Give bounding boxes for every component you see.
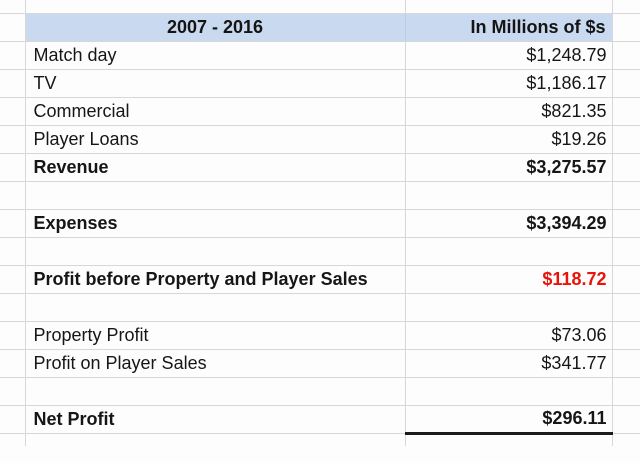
- gutter-cell: [0, 0, 26, 14]
- gutter-cell: [0, 377, 26, 406]
- empty-cell[interactable]: [25, 293, 406, 322]
- gutter-cell: [0, 153, 26, 182]
- value-cell[interactable]: $19.26: [405, 125, 613, 154]
- gutter-cell: [0, 97, 26, 126]
- gutter-cell: [612, 97, 640, 126]
- table-row-profit-before-sales: Profit before Property and Player Sales …: [0, 265, 640, 294]
- gutter-cell: [612, 293, 640, 322]
- gutter-cell: [612, 377, 640, 406]
- gutter-cell: [0, 69, 26, 98]
- gutter-cell: [0, 125, 26, 154]
- value-cell[interactable]: $3,275.57: [405, 153, 613, 182]
- table-row-profit-player-sales: Profit on Player Sales $341.77: [0, 349, 640, 378]
- empty-cell[interactable]: [25, 377, 406, 406]
- financial-table: 2007 - 2016 In Millions of $s Match day …: [0, 0, 640, 446]
- value-cell[interactable]: $821.35: [405, 97, 613, 126]
- gutter-cell: [0, 209, 26, 238]
- gutter-cell: [612, 0, 640, 14]
- header-unit-cell[interactable]: In Millions of $s: [405, 13, 613, 42]
- gutter-cell: [612, 321, 640, 350]
- gutter-cell: [612, 181, 640, 210]
- empty-cell[interactable]: [25, 181, 406, 210]
- label-cell[interactable]: Net Profit: [25, 405, 406, 434]
- table-row-commercial: Commercial $821.35: [0, 97, 640, 126]
- gutter-cell: [0, 181, 26, 210]
- empty-cell: [25, 433, 406, 446]
- table-row-player-loans: Player Loans $19.26: [0, 125, 640, 154]
- empty-cell[interactable]: [405, 377, 613, 406]
- header-period-cell[interactable]: 2007 - 2016: [25, 13, 406, 42]
- value-cell[interactable]: $3,394.29: [405, 209, 613, 238]
- empty-cell[interactable]: [25, 237, 406, 266]
- gutter-cell: [0, 13, 26, 42]
- value-cell[interactable]: $341.77: [405, 349, 613, 378]
- header-row: 2007 - 2016 In Millions of $s: [0, 13, 640, 42]
- partial-row-bottom: [0, 433, 640, 446]
- gutter-cell: [0, 321, 26, 350]
- spacer-row: [0, 181, 640, 210]
- gutter-cell: [612, 433, 640, 446]
- label-cell[interactable]: Player Loans: [25, 125, 406, 154]
- empty-cell: [405, 0, 613, 14]
- table-row-tv: TV $1,186.17: [0, 69, 640, 98]
- gutter-cell: [0, 405, 26, 434]
- gutter-cell: [612, 237, 640, 266]
- empty-cell[interactable]: [405, 293, 613, 322]
- value-cell[interactable]: $1,248.79: [405, 41, 613, 70]
- label-cell[interactable]: Profit before Property and Player Sales: [25, 265, 406, 294]
- label-cell[interactable]: TV: [25, 69, 406, 98]
- spacer-row: [0, 377, 640, 406]
- gutter-cell: [612, 153, 640, 182]
- empty-cell[interactable]: [405, 237, 613, 266]
- table-row-property-profit: Property Profit $73.06: [0, 321, 640, 350]
- spacer-row: [0, 237, 640, 266]
- gutter-cell: [0, 293, 26, 322]
- gutter-cell: [612, 69, 640, 98]
- empty-cell: [405, 433, 613, 446]
- table-row-net-profit: Net Profit $296.11: [0, 405, 640, 435]
- label-cell[interactable]: Profit on Player Sales: [25, 349, 406, 378]
- gutter-cell: [0, 265, 26, 294]
- label-cell[interactable]: Revenue: [25, 153, 406, 182]
- gutter-cell: [612, 349, 640, 378]
- gutter-cell: [612, 125, 640, 154]
- empty-cell[interactable]: [405, 181, 613, 210]
- gutter-cell: [0, 433, 26, 446]
- value-cell[interactable]: $73.06: [405, 321, 613, 350]
- label-cell[interactable]: Expenses: [25, 209, 406, 238]
- value-cell[interactable]: $1,186.17: [405, 69, 613, 98]
- empty-cell: [25, 0, 406, 14]
- gutter-cell: [612, 41, 640, 70]
- gutter-cell: [612, 13, 640, 42]
- gutter-cell: [0, 41, 26, 70]
- table-row-revenue: Revenue $3,275.57: [0, 153, 640, 182]
- gutter-cell: [0, 349, 26, 378]
- spacer-row: [0, 293, 640, 322]
- gutter-cell: [612, 265, 640, 294]
- gutter-cell: [612, 209, 640, 238]
- label-cell[interactable]: Commercial: [25, 97, 406, 126]
- value-cell-total[interactable]: $296.11: [405, 405, 613, 435]
- gutter-cell: [0, 237, 26, 266]
- table-row-expenses: Expenses $3,394.29: [0, 209, 640, 238]
- label-cell[interactable]: Match day: [25, 41, 406, 70]
- partial-row-top: [0, 0, 640, 14]
- table-row-match-day: Match day $1,248.79: [0, 41, 640, 70]
- gutter-cell: [612, 405, 640, 434]
- value-cell-negative[interactable]: $118.72: [405, 265, 613, 294]
- label-cell[interactable]: Property Profit: [25, 321, 406, 350]
